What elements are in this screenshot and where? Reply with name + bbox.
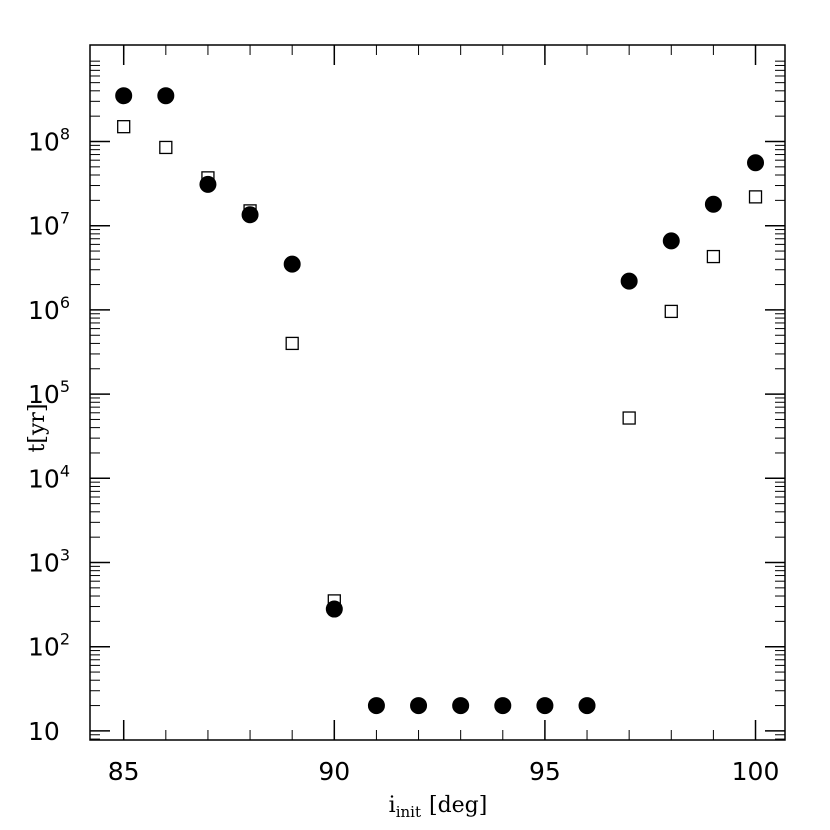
- y-tick-label: 106: [28, 293, 70, 325]
- y-tick-label: 107: [28, 209, 70, 241]
- data-point-open-square: [327, 594, 341, 608]
- data-point-open-square: [706, 249, 721, 264]
- data-point-filled-circle: [494, 697, 512, 715]
- y-tick-label: 102: [28, 630, 70, 662]
- data-point-filled-circle: [536, 697, 554, 715]
- data-point-filled-circle: [241, 206, 259, 224]
- y-tick-label: 104: [28, 461, 70, 493]
- major-ticks: [90, 45, 785, 740]
- x-axis-title: iinit [deg]: [389, 793, 488, 821]
- data-point-open-square: [285, 336, 299, 351]
- y-tick-labels: 10 102 103 104 105 106 107 108: [28, 125, 70, 746]
- data-point-open-square: [622, 411, 636, 425]
- y-axis-title: t[yr]: [25, 404, 50, 453]
- x-tick-label: 90: [318, 757, 350, 786]
- data-point-open-square: [243, 204, 257, 218]
- data-point-filled-circle: [452, 697, 470, 715]
- data-point-filled-circle: [157, 87, 175, 105]
- data-point-filled-circle: [115, 87, 133, 105]
- data-point-open-square: [159, 140, 173, 155]
- plot-frame: [89, 44, 786, 741]
- data-point-open-square: [201, 171, 215, 185]
- data-point-filled-circle: [410, 697, 428, 715]
- data-point-filled-circle: [747, 154, 765, 172]
- data-point-filled-circle: [367, 697, 385, 715]
- data-point-filled-circle: [325, 600, 343, 618]
- data-point-filled-circle: [704, 195, 722, 213]
- y-tick-label: 108: [28, 125, 70, 157]
- x-tick-label: 85: [108, 757, 140, 786]
- data-point-filled-circle: [620, 272, 638, 290]
- data-point-filled-circle: [283, 255, 301, 273]
- data-point-open-square: [664, 304, 678, 319]
- data-point-filled-circle: [662, 232, 680, 250]
- y-tick-label: 105: [28, 377, 70, 409]
- data-point-open-square: [117, 120, 131, 134]
- x-tick-label: 95: [529, 757, 561, 786]
- data-point-open-square: [748, 190, 763, 204]
- data-point-filled-circle: [578, 697, 596, 715]
- data-markers: [115, 87, 765, 715]
- x-tick-label: 100: [732, 757, 780, 786]
- minor-ticks: [90, 45, 785, 740]
- y-tick-label: 103: [28, 546, 70, 578]
- y-tick-label: 10: [28, 717, 60, 746]
- x-tick-labels: 85 90 95 100: [108, 757, 780, 786]
